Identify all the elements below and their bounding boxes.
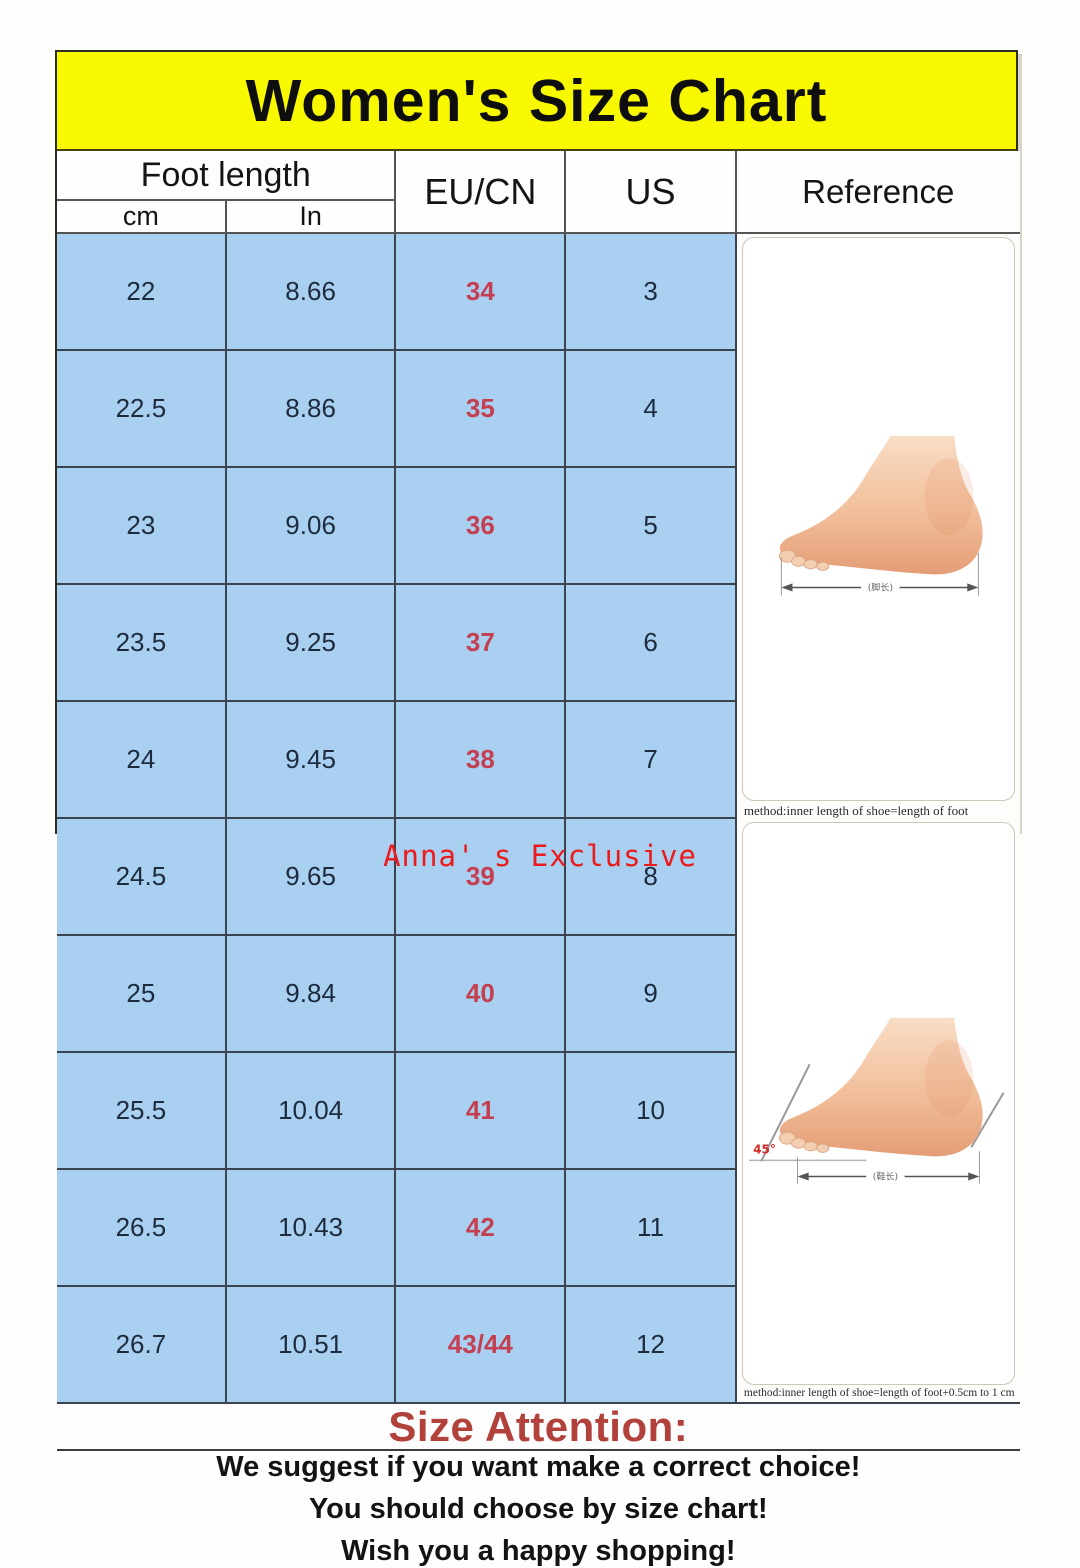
cell-in: 8.86	[226, 351, 397, 468]
header-eu-cn: EU/CN	[396, 151, 567, 234]
cell-in: 10.04	[226, 1053, 397, 1170]
cell-cm: 23.5	[57, 585, 227, 702]
figure2-caption: method:inner length of shoe=length of fo…	[743, 1387, 1015, 1399]
header-in: In	[226, 201, 397, 234]
header-us: US	[566, 151, 737, 234]
foot-measure-figure-2: 45° (鞋长)	[741, 821, 1015, 1385]
cell-us: 7	[566, 702, 737, 819]
cell-in: 9.84	[226, 936, 397, 1053]
cell-eu: 37	[396, 585, 567, 702]
cell-cm: 26.5	[57, 1170, 227, 1287]
header-cm: cm	[57, 201, 227, 234]
cell-eu: 41	[396, 1053, 567, 1170]
cell-eu: 40	[396, 936, 567, 1053]
attention-notes: We suggest if you want make a correct ch…	[57, 1451, 1020, 1568]
cell-us: 11	[566, 1170, 737, 1287]
cell-us: 5	[566, 468, 737, 585]
size-chart-panel: Women's Size Chart Foot length cm In EU/…	[55, 50, 1020, 1568]
note-line: You should choose by size chart!	[308, 1493, 768, 1525]
brand-watermark: Anna' s Exclusive	[383, 839, 697, 873]
cell-us: 3	[566, 234, 737, 351]
header-reference: Reference	[736, 151, 1020, 234]
cell-in: 9.45	[226, 702, 397, 819]
cell-us: 6	[566, 585, 737, 702]
cell-eu: 43/44	[396, 1287, 567, 1404]
foot-length-dim-label: (脚长)	[868, 581, 893, 593]
cell-cm: 24	[57, 702, 227, 819]
foot-side-illustration: (脚长)	[778, 435, 983, 596]
size-attention-row: Size Attention:	[57, 1402, 1020, 1451]
cell-cm: 26.7	[57, 1287, 227, 1404]
cell-in: 10.43	[226, 1170, 397, 1287]
cell-us: 10	[566, 1053, 737, 1170]
cell-us: 4	[566, 351, 737, 468]
cell-cm: 22.5	[57, 351, 227, 468]
cell-us: 12	[566, 1287, 737, 1404]
cell-eu: 42	[396, 1170, 567, 1287]
cell-cm: 22	[57, 234, 227, 351]
foot-measure-figure-1: (脚长)	[741, 237, 1015, 801]
cell-in: 10.51	[226, 1287, 397, 1404]
shoe-length-dim-label: (鞋长)	[873, 1170, 898, 1182]
cell-cm: 25	[57, 936, 227, 1053]
cell-in: 9.06	[226, 468, 397, 585]
note-line: We suggest if you want make a correct ch…	[216, 1451, 861, 1483]
chart-title-bar: Women's Size Chart	[57, 52, 1016, 151]
cell-eu: 34	[396, 234, 567, 351]
angle-45-label: 45°	[753, 1142, 776, 1156]
cell-eu: 38	[396, 702, 567, 819]
foot-angle-illustration: 45° (鞋长)	[748, 1016, 1005, 1184]
cell-eu: 36	[396, 468, 567, 585]
size-attention-heading: Size Attention:	[388, 1402, 689, 1450]
reference-cell: (脚长) method:inner length of shoe=length …	[736, 234, 1020, 1404]
cell-in: 9.25	[226, 585, 397, 702]
cell-in: 8.66	[226, 234, 397, 351]
page-title: Women's Size Chart	[245, 67, 828, 134]
note-line: Wish you a happy shopping!	[341, 1535, 736, 1567]
cell-cm: 23	[57, 468, 227, 585]
figure1-caption: method:inner length of shoe=length of fo…	[743, 802, 969, 818]
cell-cm: 25.5	[57, 1053, 227, 1170]
header-foot-length: Foot length	[57, 151, 397, 201]
cell-us: 9	[566, 936, 737, 1053]
cell-eu: 35	[396, 351, 567, 468]
